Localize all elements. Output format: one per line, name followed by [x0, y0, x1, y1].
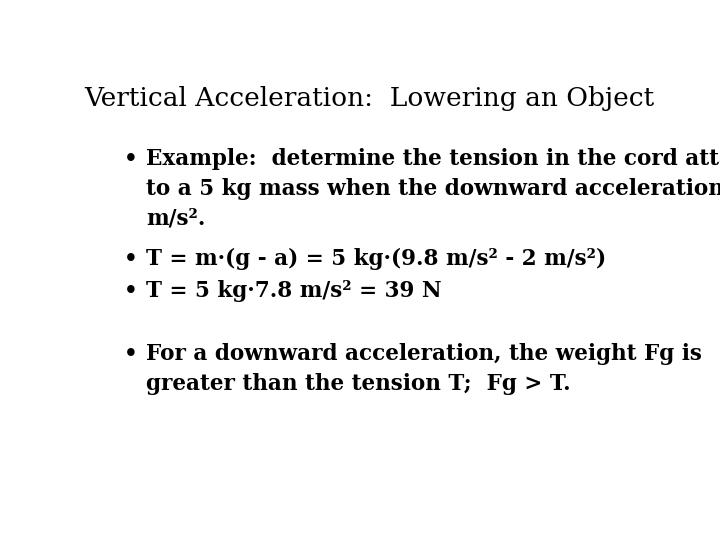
Text: Vertical Acceleration:  Lowering an Object: Vertical Acceleration: Lowering an Objec… [84, 85, 654, 111]
Text: For a downward acceleration, the weight Fg is: For a downward acceleration, the weight … [145, 343, 702, 366]
Text: to a 5 kg mass when the downward acceleration is 2: to a 5 kg mass when the downward acceler… [145, 178, 720, 200]
Text: greater than the tension T;  Fg > T.: greater than the tension T; Fg > T. [145, 373, 570, 395]
Text: T = m·(g - a) = 5 kg·(9.8 m/s² - 2 m/s²): T = m·(g - a) = 5 kg·(9.8 m/s² - 2 m/s²) [145, 248, 606, 270]
Text: •: • [124, 248, 138, 270]
Text: •: • [124, 280, 138, 302]
Text: T = 5 kg·7.8 m/s² = 39 N: T = 5 kg·7.8 m/s² = 39 N [145, 280, 441, 302]
Text: •: • [124, 343, 138, 366]
Text: Example:  determine the tension in the cord attached: Example: determine the tension in the co… [145, 148, 720, 170]
Text: •: • [124, 148, 138, 170]
Text: m/s².: m/s². [145, 208, 205, 230]
